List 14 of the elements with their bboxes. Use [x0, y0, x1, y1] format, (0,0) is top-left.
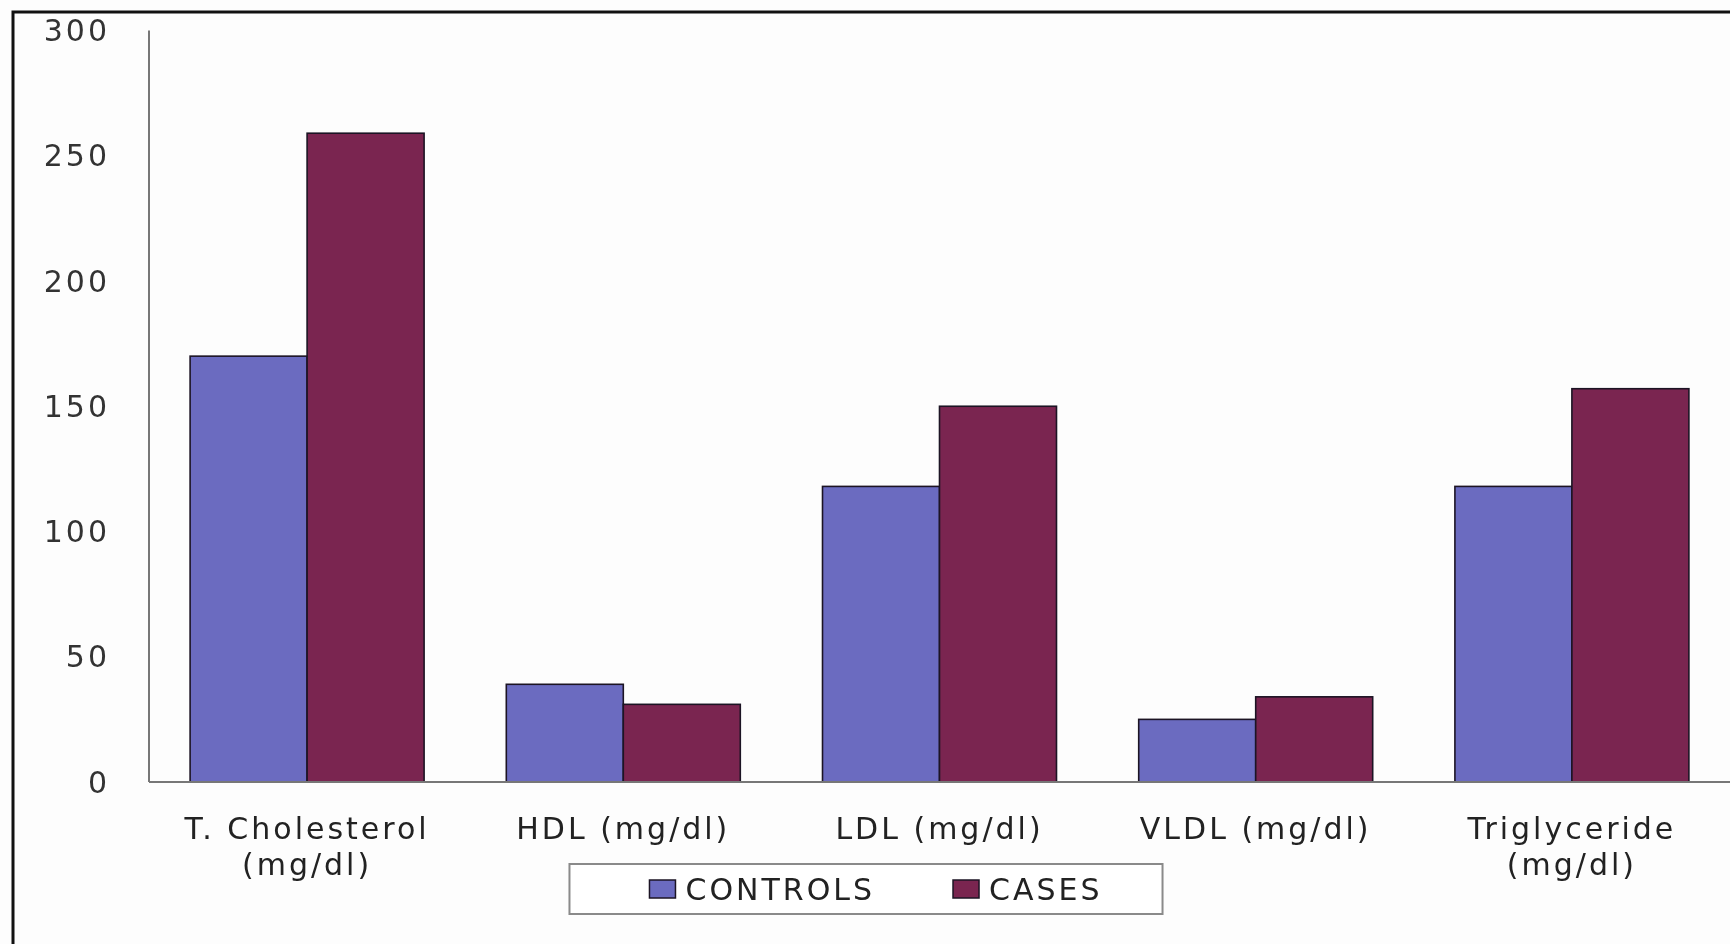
y-tick-label: 300 — [43, 13, 110, 48]
x-tick-label: Triglyceride (mg/dl) — [1466, 810, 1677, 882]
legend-label: CONTROLS — [685, 871, 876, 907]
legend-label: CASES — [989, 871, 1103, 907]
y-tick-label: 150 — [43, 388, 110, 424]
x-tick-label: VLDL (mg/dl) — [1139, 810, 1372, 846]
y-tick-label: 0 — [87, 764, 110, 800]
y-tick-label: 250 — [43, 138, 110, 174]
y-tick-label: 100 — [43, 514, 110, 549]
x-tick-label: LDL (mg/dl) — [835, 810, 1044, 846]
y-tick-label: 50 — [65, 639, 110, 675]
x-tick-label: T. Cholesterol (mg/dl) — [183, 810, 430, 882]
y-tick-label: 200 — [43, 263, 110, 299]
x-tick-label: HDL (mg/dl) — [516, 810, 731, 846]
